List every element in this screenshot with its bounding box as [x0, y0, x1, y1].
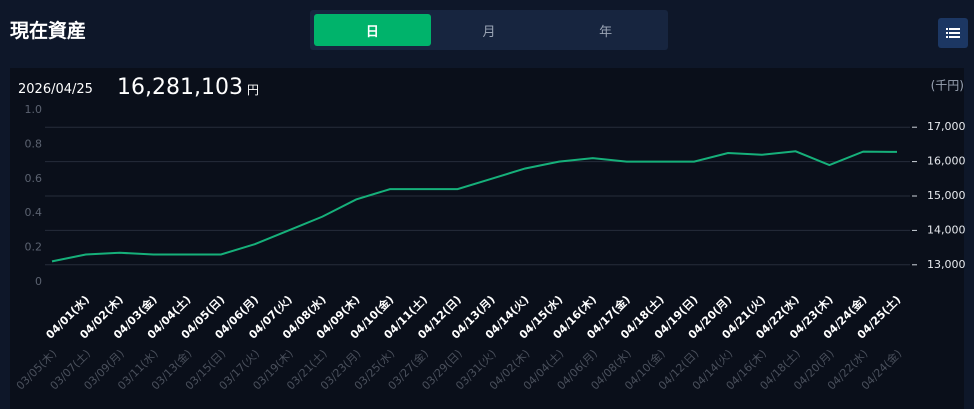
tab[interactable]: 年 — [599, 24, 613, 40]
menu-button[interactable] — [938, 18, 968, 48]
page-title: 現在資産 — [10, 20, 87, 42]
y-tick-label: 0.2 — [25, 241, 43, 254]
y2-tick-label: 15,000 — [927, 189, 966, 202]
tab[interactable]: 日 — [314, 14, 431, 46]
y2-tick-label: 13,000 — [927, 258, 966, 271]
y2-tick-label: 16,000 — [927, 155, 966, 168]
summary-amount: 16,281,103 円 — [117, 75, 259, 100]
amount-unit: 円 — [246, 83, 259, 97]
y2-tick-label: 14,000 — [927, 223, 966, 236]
chart-panel — [10, 68, 964, 409]
summary-date: 2026/04/25 — [18, 82, 93, 97]
y-tick-label: 1.0 — [25, 103, 43, 116]
y2-axis-label: (千円) — [931, 79, 964, 93]
y-tick-label: 0.4 — [25, 206, 43, 219]
menu-icon — [946, 28, 960, 38]
y2-tick-label: 17,000 — [927, 120, 966, 133]
period-tabs: 日 月 年 — [310, 10, 668, 50]
tab[interactable]: 月 — [482, 24, 496, 40]
amount-value: 16,281,103 — [117, 75, 243, 100]
y-tick-label: 0.8 — [25, 137, 43, 150]
y-tick-label: 0 — [35, 275, 42, 288]
line-series — [51, 150, 898, 263]
y-tick-label: 0.6 — [25, 172, 43, 185]
